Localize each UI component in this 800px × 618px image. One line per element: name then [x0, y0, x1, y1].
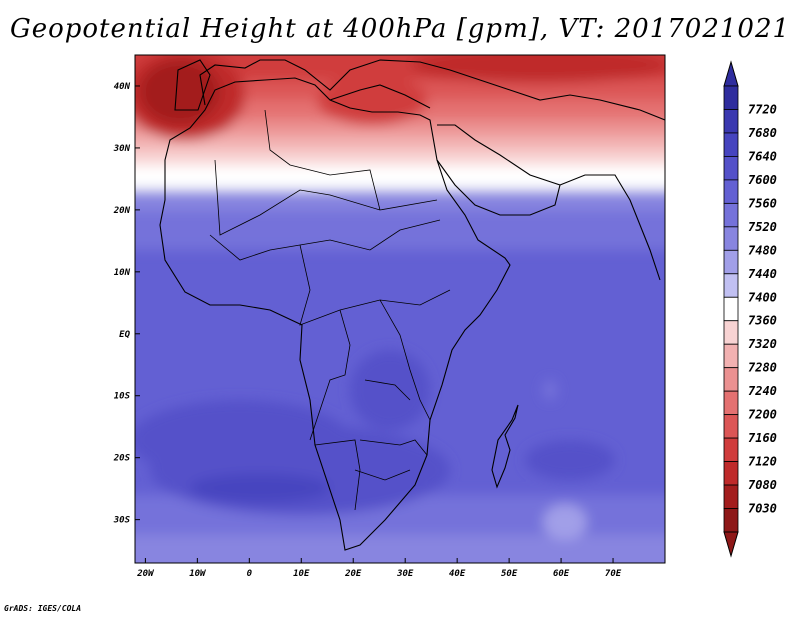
colorbar-swatch: [723, 484, 739, 509]
colorbar-swatch: [723, 437, 739, 462]
lon-tick-label: 60E: [553, 569, 570, 579]
colorbar-swatch: [723, 132, 739, 157]
height-field: [135, 55, 665, 563]
colorbar-swatch: [723, 390, 739, 416]
colorbar-swatch: [723, 273, 739, 298]
lon-tick-label: 20E: [344, 569, 362, 579]
colorbar-swatch: [723, 226, 739, 251]
colorbar-level-label: 7440: [748, 267, 777, 281]
colorbar-swatch: [723, 367, 739, 392]
colorbar-swatch: [723, 179, 739, 204]
lat-tick-label: 10S: [114, 392, 131, 402]
map-title: Geopotential Height at 400hPa [gpm], VT:…: [9, 14, 791, 44]
lon-tick-label: 40E: [449, 569, 466, 579]
colorbar-swatch: [723, 461, 739, 486]
lon-tick-label: 20W: [136, 569, 155, 579]
colorbar-swatch: [723, 249, 739, 275]
lat-tick-label: 40N: [114, 82, 131, 92]
lat-tick-label: 30S: [113, 516, 131, 526]
colorbar-level-label: 7400: [748, 290, 777, 304]
colorbar-level-label: 7240: [748, 384, 777, 398]
lon-tick-label: 10W: [189, 569, 207, 579]
colorbar-bottom-arrow: [723, 531, 739, 558]
colorbar-level-label: 7120: [748, 455, 777, 469]
colorbar-swatch: [723, 414, 739, 439]
lat-tick-label: EQ: [119, 330, 130, 340]
plot-frame: [134, 54, 666, 564]
colorbar-level-label: 7480: [748, 243, 777, 257]
colorbar-swatch: [723, 156, 739, 181]
colorbar-level-label: 7520: [748, 220, 777, 234]
colorbar-level-label: 7720: [748, 102, 777, 116]
lon-tick-label: 10E: [293, 569, 310, 579]
colorbar-swatch: [723, 109, 739, 134]
colorbar-level-label: 7320: [748, 337, 777, 351]
country-borders: [209, 109, 451, 511]
colorbar-level-label: 7160: [748, 431, 777, 445]
lat-tick-label: 30N: [113, 144, 131, 154]
colorbar-level-label: 7360: [748, 314, 777, 328]
coastlines: [159, 59, 665, 551]
colorbar: 7720 7680 7640 7600 7560 7520 7480 7440 7400 7360…: [723, 60, 777, 558]
lat-tick-label: 20S: [113, 454, 131, 464]
colorbar-level-label: 7280: [748, 361, 777, 375]
lon-tick-label: 70E: [605, 569, 622, 579]
footer-credit: GrADS: IGES/COLA: [4, 604, 82, 613]
colorbar-level-label: 7600: [748, 173, 777, 187]
lon-tick-label: 50E: [501, 569, 518, 579]
colorbar-swatch: [723, 343, 739, 369]
colorbar-swatch: [723, 202, 739, 228]
colorbar-level-label: 7560: [748, 196, 777, 210]
colorbar-level-label: 7030: [748, 502, 777, 516]
colorbar-swatch: [723, 320, 739, 345]
colorbar-swatch: [723, 85, 739, 110]
colorbar-level-label: 7200: [748, 408, 777, 422]
lon-tick-label: 30E: [396, 569, 414, 579]
lat-tick-label: 10N: [114, 268, 131, 278]
lat-tick-label: 20N: [113, 206, 131, 216]
colorbar-top-arrow: [723, 60, 739, 87]
lon-tick-label: 0: [247, 569, 253, 579]
colorbar-level-label: 7640: [748, 149, 777, 163]
colorbar-swatch: [723, 508, 739, 533]
colorbar-level-label: 7680: [748, 126, 777, 140]
axis-ticks: 20W 10W 0 10E 20E 30E 40E 50E 60E 70E 40N 30N 20N 10N…: [113, 82, 622, 579]
colorbar-level-label: 7080: [748, 478, 777, 492]
colorbar-swatch: [723, 296, 739, 322]
